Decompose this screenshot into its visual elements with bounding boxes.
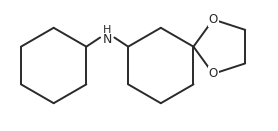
Text: H: H [103, 25, 111, 35]
Text: N: N [103, 33, 112, 46]
Text: O: O [208, 67, 218, 80]
Text: O: O [208, 13, 218, 26]
